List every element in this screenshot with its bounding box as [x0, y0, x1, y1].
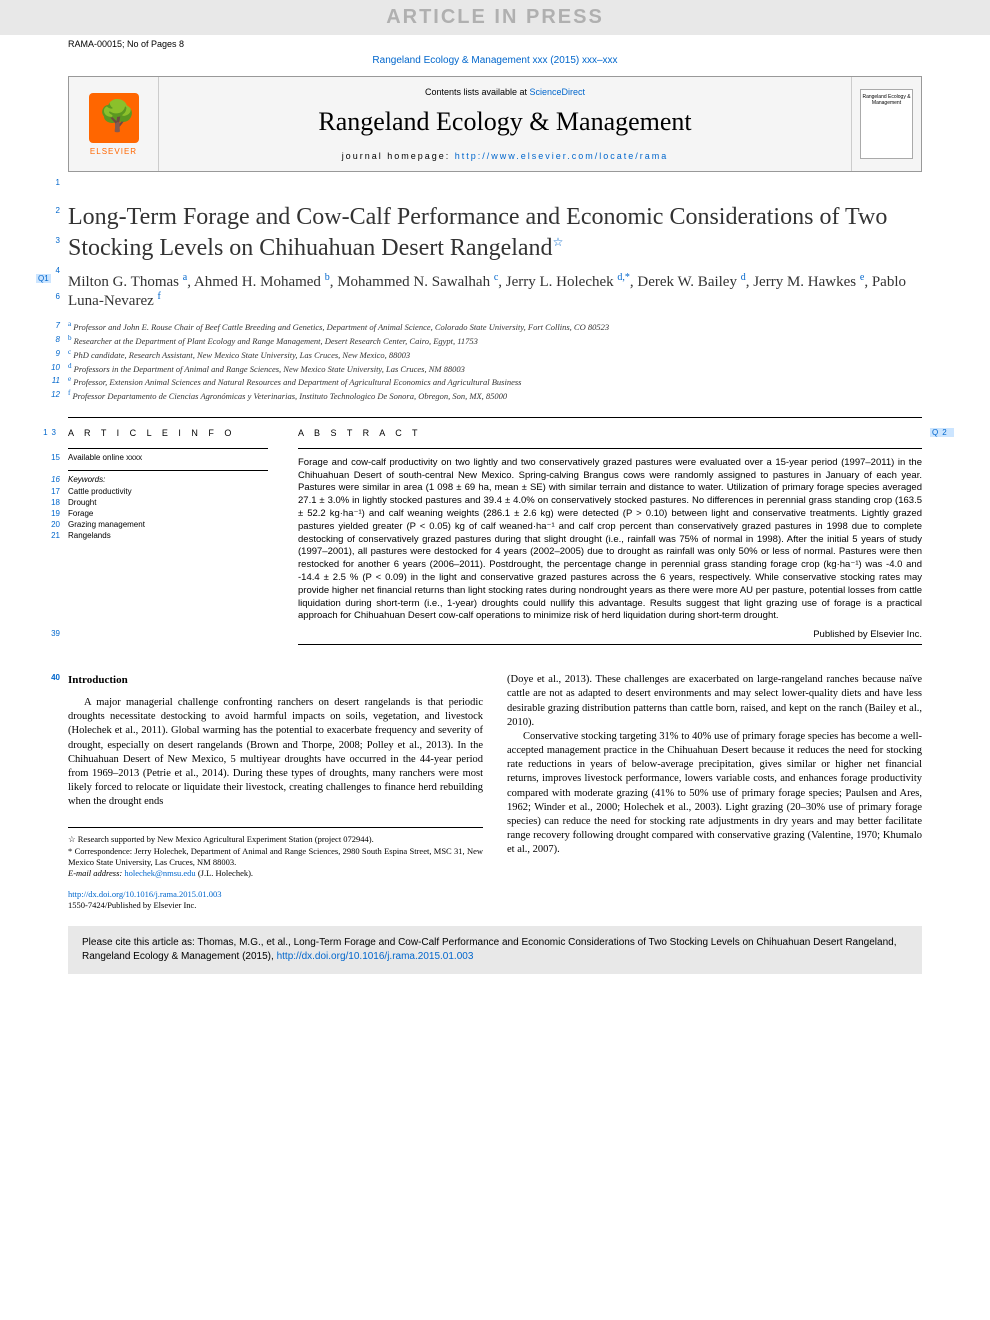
elsevier-text: ELSEVIER [90, 147, 137, 156]
sciencedirect-link[interactable]: ScienceDirect [530, 87, 586, 97]
line-num: 21 [36, 530, 60, 541]
contents-available: Contents lists available at ScienceDirec… [169, 87, 841, 97]
issn-text: 1550-7424/Published by Elsevier Inc. [68, 900, 196, 910]
abstract: A B S T R A C TQ2 Forage and cow-calf pr… [298, 428, 922, 654]
keyword: 19Forage [68, 508, 268, 519]
footnote-star: ☆ Research supported by New Mexico Agric… [68, 834, 483, 845]
journal-name: Rangeland Ecology & Management [169, 107, 841, 137]
affil-text: Professor Departamento de Ciencias Agron… [72, 391, 507, 401]
line-num: 10 [36, 362, 60, 373]
author: Derek W. Bailey d [637, 274, 745, 290]
cite-text: Please cite this article as: Thomas, M.G… [82, 937, 897, 962]
article-info-header: 13A R T I C L E I N F O [68, 428, 268, 438]
info-abstract-row: 13A R T I C L E I N F O 15Available onli… [68, 417, 922, 654]
line-num: 15 [36, 453, 60, 462]
affil-text: Researcher at the Department of Plant Ec… [74, 336, 478, 346]
citation-box: Please cite this article as: Thomas, M.G… [68, 926, 922, 974]
affil-text: Professor and John E. Rouse Chair of Bee… [73, 322, 609, 332]
doi-block: http://dx.doi.org/10.1016/j.rama.2015.01… [68, 889, 483, 912]
elsevier-tree-icon [89, 93, 139, 143]
doi-link[interactable]: http://dx.doi.org/10.1016/j.rama.2015.01… [68, 889, 222, 899]
q1-label: Q1 [36, 274, 51, 283]
column-right: (Doye et al., 2013). These challenges ar… [507, 673, 922, 911]
header-center: Contents lists available at ScienceDirec… [159, 77, 851, 171]
line-num: 3 [36, 236, 60, 245]
title-block: 1 2 3 4 Long-Term Forage and Cow-Calf Pe… [68, 202, 922, 264]
line-num: 13 [36, 428, 60, 437]
abstract-header: A B S T R A C TQ2 [298, 428, 922, 438]
intro-para-2b: Conservative stocking targeting 31% to 4… [507, 730, 922, 858]
publisher-line: 39Published by Elsevier Inc. [298, 629, 922, 640]
intro-para-2a: (Doye et al., 2013). These challenges ar… [507, 673, 922, 730]
author: Jerry L. Holechek d,* [506, 274, 630, 290]
homepage-prefix: journal homepage: [342, 151, 455, 161]
article-info: 13A R T I C L E I N F O 15Available onli… [68, 428, 268, 654]
homepage-line: journal homepage: http://www.elsevier.co… [169, 151, 841, 161]
line-num: 17 [36, 486, 60, 497]
column-left: 40Introduction A major managerial challe… [68, 673, 483, 911]
line-num: 11 [36, 375, 60, 386]
line-num: 19 [36, 508, 60, 519]
line-num: 1 [36, 178, 60, 187]
line-num: 9 [36, 348, 60, 359]
author: Mohammed N. Sawalhah c [337, 274, 498, 290]
article-title: Long-Term Forage and Cow-Calf Performanc… [68, 202, 922, 264]
affil-text: Professor, Extension Animal Sciences and… [73, 377, 521, 387]
affil-text: PhD candidate, Research Assistant, New M… [73, 350, 410, 360]
divider [68, 470, 268, 471]
divider [298, 448, 922, 449]
footnotes: ☆ Research supported by New Mexico Agric… [68, 827, 483, 878]
title-text: Long-Term Forage and Cow-Calf Performanc… [68, 204, 887, 261]
abstract-text: Forage and cow-calf productivity on two … [298, 457, 922, 624]
line-num: 20 [36, 519, 60, 530]
divider [298, 644, 922, 645]
line-num: 40 [36, 673, 60, 684]
affil-text: Professors in the Department of Animal a… [74, 363, 465, 373]
available-online: 15Available online xxxx [68, 453, 268, 462]
keyword: 18Drought [68, 497, 268, 508]
cite-doi-link[interactable]: http://dx.doi.org/10.1016/j.rama.2015.01… [277, 951, 474, 962]
journal-reference: Rangeland Ecology & Management xxx (2015… [0, 51, 990, 76]
homepage-link[interactable]: http://www.elsevier.com/locate/rama [455, 151, 669, 161]
line-num: 8 [36, 334, 60, 345]
document-id: RAMA-00015; No of Pages 8 [0, 35, 990, 51]
keyword: 21Rangelands [68, 530, 268, 541]
q2-label: Q2 [930, 428, 954, 437]
footnote-corr: * Correspondence: Jerry Holechek, Depart… [68, 846, 483, 868]
keywords-label: 16Keywords: [68, 475, 268, 484]
intro-header: 40Introduction [68, 673, 483, 688]
footnote-email: E-mail address: holechek@nmsu.edu (J.L. … [68, 868, 483, 879]
cover-image: Rangeland Ecology & Management [860, 89, 913, 159]
divider [68, 448, 268, 449]
author: Milton G. Thomas a [68, 274, 187, 290]
main-content: 1 2 3 4 Long-Term Forage and Cow-Calf Pe… [0, 172, 990, 912]
email-link[interactable]: holechek@nmsu.edu [124, 868, 195, 878]
author: Jerry M. Hawkes e [753, 274, 864, 290]
line-num: 16 [36, 475, 60, 484]
keyword: 20Grazing management [68, 519, 268, 530]
line-num: 18 [36, 497, 60, 508]
authors-list: Q1 6 Milton G. Thomas a, Ahmed H. Mohame… [68, 272, 922, 310]
line-num: 39 [36, 629, 60, 638]
body-columns: 40Introduction A major managerial challe… [68, 673, 922, 911]
article-in-press-banner: ARTICLE IN PRESS [0, 0, 990, 35]
line-num: 2 [36, 206, 60, 215]
line-num: 7 [36, 320, 60, 331]
line-num: 12 [36, 389, 60, 400]
author: Ahmed H. Mohamed b [194, 274, 330, 290]
title-star-icon: ☆ [553, 235, 564, 249]
cover-thumbnail: Rangeland Ecology & Management [851, 77, 921, 171]
affiliations: 7a Professor and John E. Rouse Chair of … [68, 320, 922, 402]
line-num: 6 [36, 292, 60, 301]
elsevier-logo: ELSEVIER [69, 77, 159, 171]
keyword: 17Cattle productivity [68, 486, 268, 497]
contents-prefix: Contents lists available at [425, 87, 530, 97]
journal-header-box: ELSEVIER Contents lists available at Sci… [68, 76, 922, 172]
intro-para-1: A major managerial challenge confronting… [68, 696, 483, 809]
